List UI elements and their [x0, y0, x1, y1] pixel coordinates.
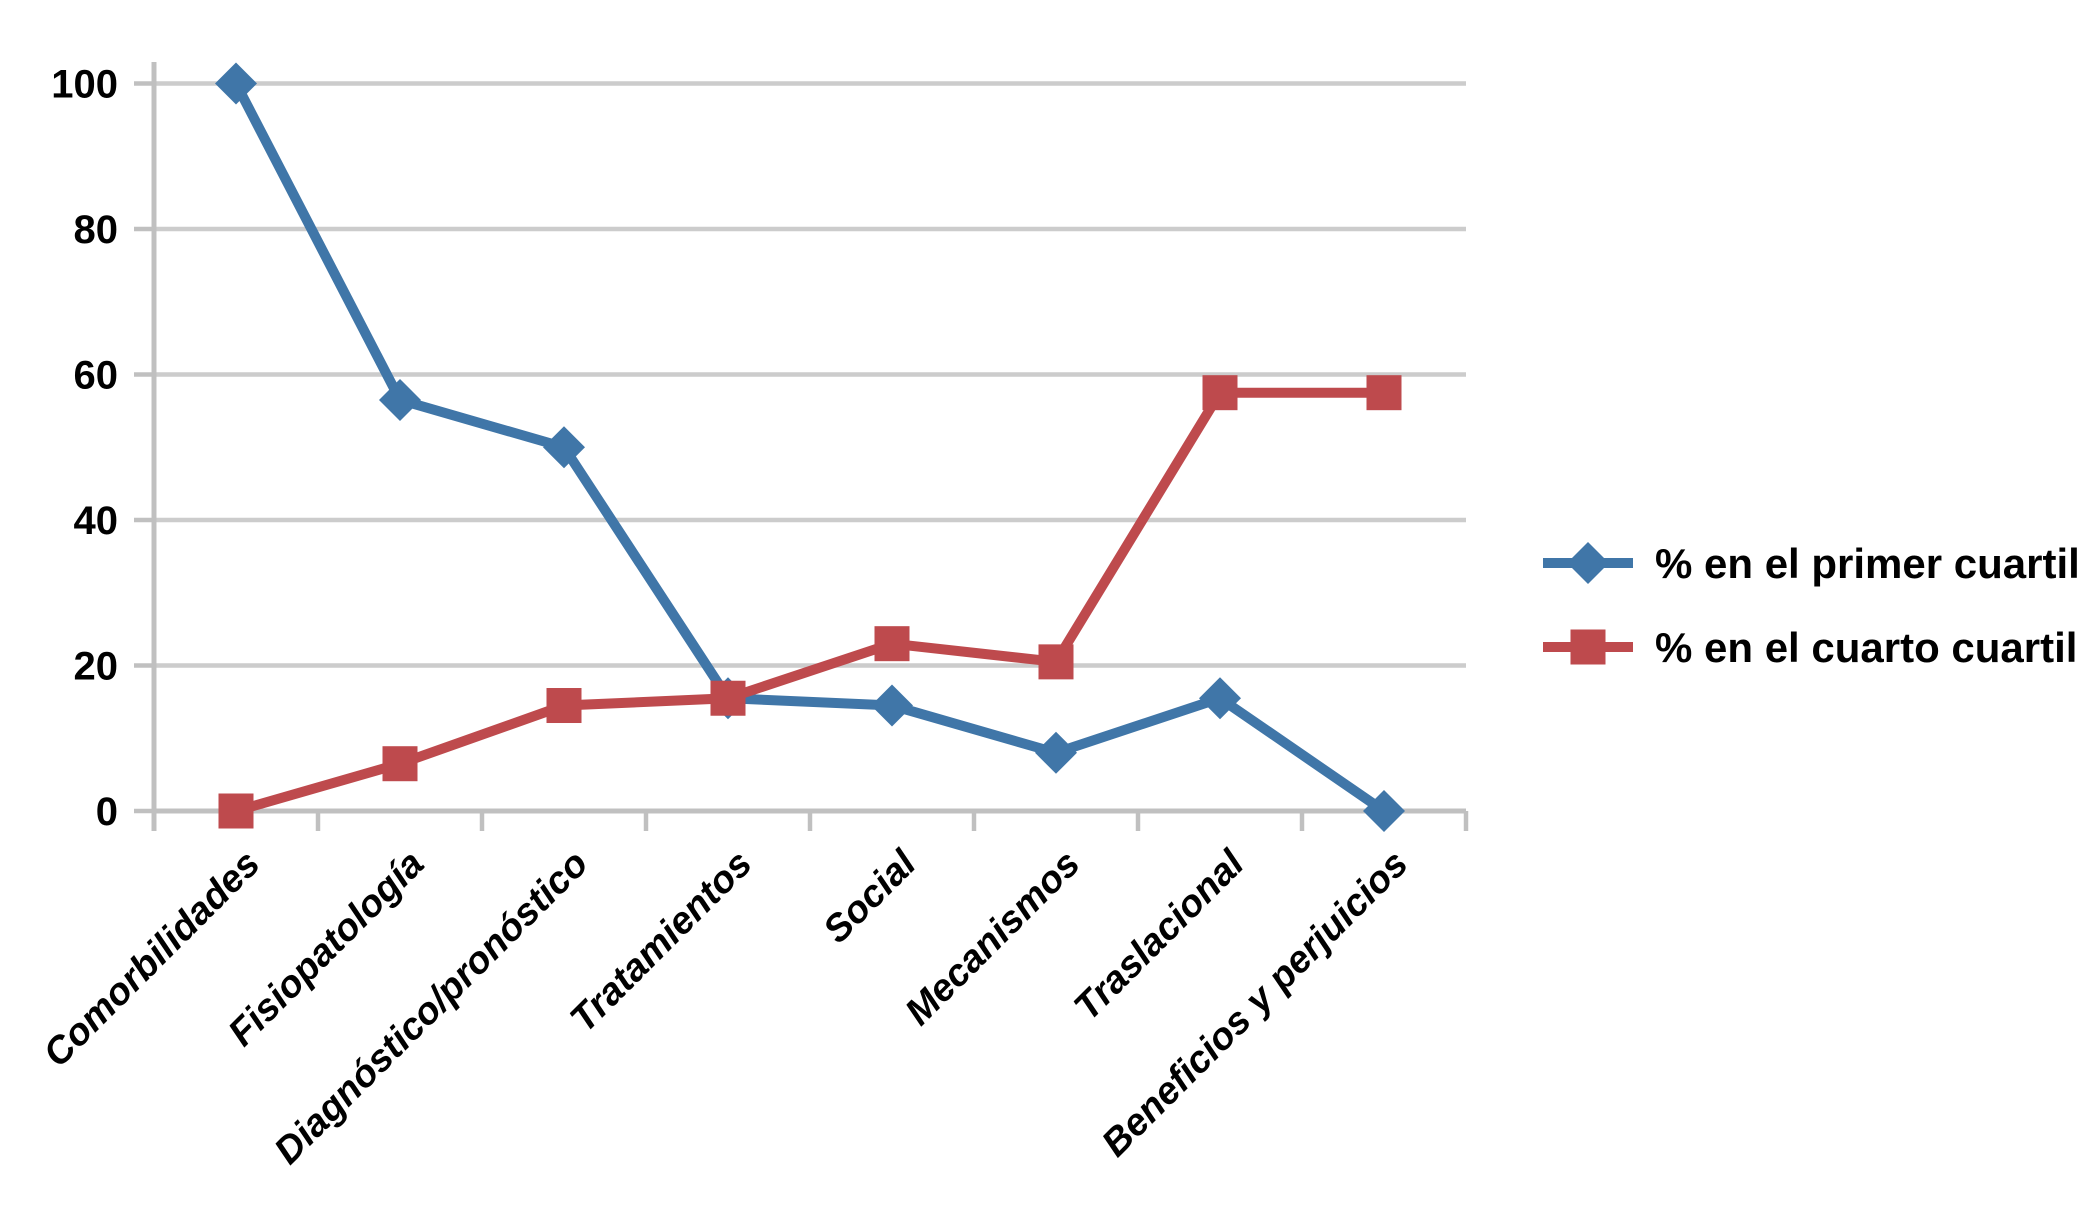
legend-label-en-el-cuarto-cuartil: % en el cuarto cuartil	[1655, 624, 2077, 671]
y-tick-label-0: 0	[96, 790, 118, 834]
marker-en-el-cuarto-cuartil-social	[874, 626, 910, 662]
marker-en-el-cuarto-cuartil-comorbilidades	[218, 793, 254, 829]
marker-en-el-cuarto-cuartil-diagnostico-pronostico	[546, 688, 582, 724]
x-category-label-comorbilidades: Comorbilidades	[36, 843, 269, 1076]
marker-en-el-cuarto-cuartil-beneficios-y-perjuicios	[1366, 375, 1402, 411]
marker-en-el-cuarto-cuartil-fisiopatologia	[382, 746, 418, 782]
x-category-label-beneficios-y-perjuicios: Beneficios y perjuicios	[1094, 843, 1416, 1165]
y-tick-labels: 0 20 40 60 80 100	[51, 63, 118, 835]
marker-en-el-primer-cuartil-beneficios-y-perjuicios	[1363, 790, 1405, 832]
marker-en-el-cuarto-cuartil-mecanismos	[1038, 644, 1074, 680]
marker-en-el-primer-cuartil-mecanismos	[1035, 731, 1077, 774]
series-en-el-primer-cuartil-line	[231, 81, 1387, 816]
x-category-label-mecanismos: Mecanismos	[897, 843, 1088, 1034]
marker-en-el-primer-cuartil-fisiopatologia	[379, 378, 421, 421]
legend-diamond-icon	[1567, 542, 1609, 584]
marker-en-el-primer-cuartil-social	[871, 684, 913, 727]
marker-en-el-cuarto-cuartil-tratamientos	[710, 680, 746, 716]
legend-label-en-el-primer-cuartil: % en el primer cuartil	[1655, 540, 2080, 587]
series-en-el-cuarto-cuartil-line	[234, 387, 1384, 816]
y-tick-label-100: 100	[51, 63, 118, 107]
legend-square-icon	[1570, 629, 1606, 665]
y-tick-label-80: 80	[74, 208, 119, 252]
y-axis	[134, 62, 157, 831]
x-category-label-social: Social	[816, 842, 926, 952]
marker-en-el-cuarto-cuartil-traslacional	[1202, 375, 1238, 411]
x-axis	[151, 808, 1469, 831]
legend-item-en-el-primer-cuartil: % en el primer cuartil	[1543, 540, 2080, 587]
y-tick-label-40: 40	[74, 499, 119, 543]
marker-en-el-primer-cuartil-traslacional	[1199, 677, 1241, 720]
legend: % en el primer cuartil % en el cuarto cua…	[1543, 540, 2080, 671]
marker-en-el-primer-cuartil-diagnostico-pronostico	[543, 426, 585, 469]
marker-en-el-primer-cuartil-comorbilidades	[215, 62, 257, 105]
gridlines	[154, 81, 1466, 668]
legend-item-en-el-cuarto-cuartil: % en el cuarto cuartil	[1543, 624, 2077, 671]
y-tick-label-60: 60	[74, 354, 119, 398]
series-en-el-cuarto-cuartil	[218, 375, 1402, 829]
series-en-el-primer-cuartil	[215, 62, 1405, 832]
x-category-label-traslacional: Traslacional	[1066, 842, 1253, 1029]
y-tick-label-20: 20	[74, 645, 119, 689]
x-category-labels: ComorbilidadesFisiopatologíaDiagnóstico/…	[36, 842, 1417, 1173]
x-category-label-diagnostico-pronostico: Diagnóstico/pronóstico	[267, 843, 597, 1173]
